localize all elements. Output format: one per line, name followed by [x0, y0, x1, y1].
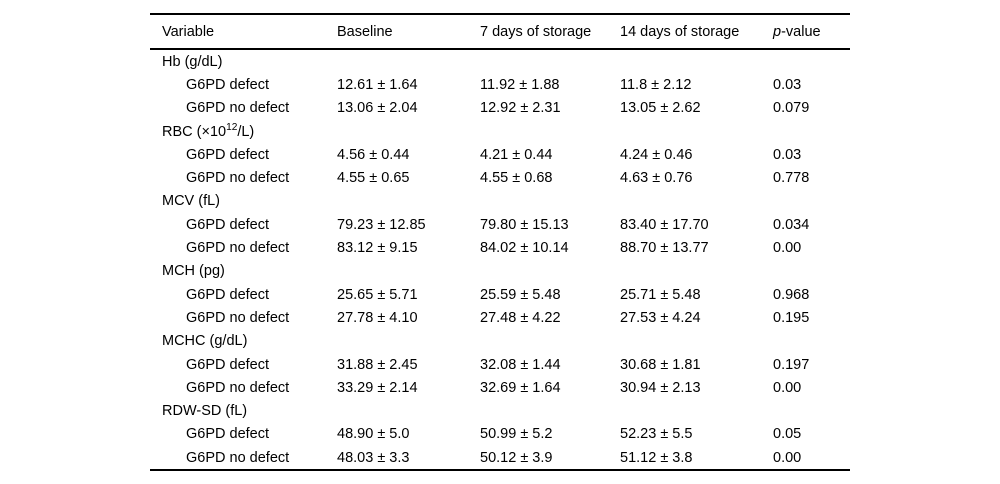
variable-group-row: MCV (fL): [150, 190, 850, 213]
day14-value: 52.23 ± 5.5: [620, 426, 693, 443]
baseline-value: 25.65 ± 5.71: [337, 286, 418, 303]
row-label: G6PD no defect: [186, 100, 290, 117]
p-value: 0.00: [773, 240, 802, 257]
day14-value: 13.05 ± 2.62: [620, 100, 701, 117]
variable-group-row: RBC (×1012/L): [150, 120, 850, 143]
data-row: G6PD defect 25.65 ± 5.71 25.59 ± 5.48 25.71…: [150, 283, 850, 306]
variable-group-row: MCH (pg): [150, 260, 850, 283]
p-value-italic-p: p: [773, 23, 782, 40]
variable-name: Hb (g/dL): [162, 53, 223, 70]
baseline-value: 27.78 ± 4.10: [337, 309, 418, 326]
table-body: Hb (g/dL) G6PD defect 12.61 ± 1.64 11.92 ± …: [150, 50, 850, 469]
row-label: G6PD defect: [186, 76, 270, 93]
header-variable: Variable: [162, 23, 215, 40]
variable-name: RBC (×1012/L): [162, 121, 255, 140]
day7-value: 4.55 ± 0.68: [480, 170, 553, 187]
variable-group-row: MCHC (g/dL): [150, 330, 850, 353]
header-14-days: 14 days of storage: [620, 23, 740, 40]
day14-value: 51.12 ± 3.8: [620, 449, 693, 466]
p-value: 0.034: [773, 216, 810, 233]
day14-value: 88.70 ± 13.77: [620, 240, 709, 257]
baseline-value: 48.03 ± 3.3: [337, 449, 410, 466]
data-row: G6PD no defect 33.29 ± 2.14 32.69 ± 1.64 30…: [150, 376, 850, 399]
day7-value: 84.02 ± 10.14: [480, 240, 569, 257]
row-label: G6PD defect: [186, 286, 270, 303]
p-value: 0.968: [773, 286, 810, 303]
day7-value: 25.59 ± 5.48: [480, 286, 561, 303]
data-row: G6PD defect 79.23 ± 12.85 79.80 ± 15.13 83.…: [150, 213, 850, 236]
p-value: 0.00: [773, 379, 802, 396]
data-row: G6PD no defect 13.06 ± 2.04 12.92 ± 2.31 13…: [150, 97, 850, 120]
baseline-value: 79.23 ± 12.85: [337, 216, 426, 233]
variable-name: MCV (fL): [162, 193, 220, 210]
variable-name: MCH (pg): [162, 263, 225, 280]
p-value: 0.197: [773, 356, 810, 373]
p-value: 0.195: [773, 309, 810, 326]
row-label: G6PD no defect: [186, 449, 290, 466]
hematology-storage-table: Variable Baseline 7 days of storage 14 d…: [150, 13, 850, 472]
p-value: 0.03: [773, 76, 802, 93]
day7-value: 50.12 ± 3.9: [480, 449, 553, 466]
row-label: G6PD no defect: [186, 240, 290, 257]
row-label: G6PD defect: [186, 356, 270, 373]
row-label: G6PD no defect: [186, 379, 290, 396]
row-label: G6PD no defect: [186, 170, 290, 187]
header-7-days: 7 days of storage: [480, 23, 592, 40]
day14-value: 30.94 ± 2.13: [620, 379, 701, 396]
baseline-value: 4.56 ± 0.44: [337, 146, 410, 163]
p-value: 0.03: [773, 146, 802, 163]
baseline-value: 48.90 ± 5.0: [337, 426, 410, 443]
variable-group-row: RDW-SD (fL): [150, 399, 850, 422]
variable-name: RDW-SD (fL): [162, 403, 248, 420]
baseline-value: 83.12 ± 9.15: [337, 240, 418, 257]
day7-value: 32.69 ± 1.64: [480, 379, 561, 396]
day14-value: 4.24 ± 0.46: [620, 146, 693, 163]
variable-group-row: Hb (g/dL): [150, 50, 850, 73]
day7-value: 79.80 ± 15.13: [480, 216, 569, 233]
data-row: G6PD defect 4.56 ± 0.44 4.21 ± 0.44 4.24 ± …: [150, 143, 850, 166]
data-row: G6PD no defect 27.78 ± 4.10 27.48 ± 4.22 27…: [150, 306, 850, 329]
baseline-value: 31.88 ± 2.45: [337, 356, 418, 373]
row-label: G6PD defect: [186, 426, 270, 443]
table-header-row: Variable Baseline 7 days of storage 14 d…: [150, 15, 850, 50]
data-row: G6PD defect 48.90 ± 5.0 50.99 ± 5.2 52.23 ±…: [150, 423, 850, 446]
data-row: G6PD defect 31.88 ± 2.45 32.08 ± 1.44 30.68…: [150, 353, 850, 376]
baseline-value: 12.61 ± 1.64: [337, 76, 418, 93]
day14-value: 30.68 ± 1.81: [620, 356, 701, 373]
variable-name: MCHC (g/dL): [162, 333, 248, 350]
header-p-value: p-value: [773, 24, 850, 40]
day7-value: 27.48 ± 4.22: [480, 309, 561, 326]
data-row: G6PD no defect 48.03 ± 3.3 50.12 ± 3.9 51.1…: [150, 446, 850, 469]
day7-value: 4.21 ± 0.44: [480, 146, 553, 163]
data-row: G6PD no defect 83.12 ± 9.15 84.02 ± 10.14 8…: [150, 236, 850, 259]
row-label: G6PD no defect: [186, 309, 290, 326]
p-value: 0.079: [773, 100, 810, 117]
row-label: G6PD defect: [186, 216, 270, 233]
p-value-rest: -value: [781, 23, 821, 40]
p-value: 0.778: [773, 170, 810, 187]
day14-value: 83.40 ± 17.70: [620, 216, 709, 233]
data-row: G6PD no defect 4.55 ± 0.65 4.55 ± 0.68 4.63…: [150, 166, 850, 189]
day7-value: 11.92 ± 1.88: [480, 76, 560, 93]
header-baseline: Baseline: [337, 23, 393, 40]
data-row: G6PD defect 12.61 ± 1.64 11.92 ± 1.88 11.8 …: [150, 73, 850, 96]
day14-value: 4.63 ± 0.76: [620, 170, 693, 187]
p-value: 0.00: [773, 449, 802, 466]
day7-value: 50.99 ± 5.2: [480, 426, 553, 443]
baseline-value: 13.06 ± 2.04: [337, 100, 418, 117]
row-label: G6PD defect: [186, 146, 270, 163]
day14-value: 11.8 ± 2.12: [620, 76, 692, 93]
baseline-value: 4.55 ± 0.65: [337, 170, 410, 187]
p-value: 0.05: [773, 426, 802, 443]
baseline-value: 33.29 ± 2.14: [337, 379, 418, 396]
day7-value: 12.92 ± 2.31: [480, 100, 561, 117]
day14-value: 25.71 ± 5.48: [620, 286, 701, 303]
day7-value: 32.08 ± 1.44: [480, 356, 561, 373]
day14-value: 27.53 ± 4.24: [620, 309, 701, 326]
